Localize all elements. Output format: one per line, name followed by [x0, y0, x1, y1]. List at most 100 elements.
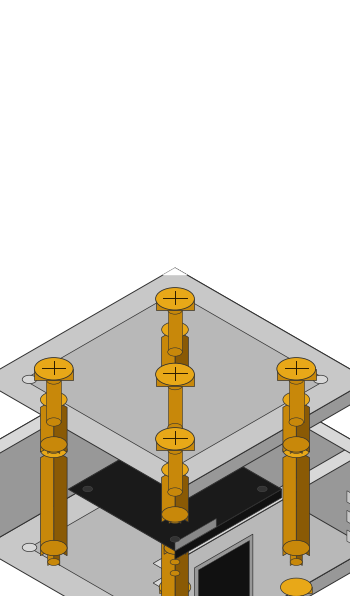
- Ellipse shape: [48, 446, 60, 454]
- Polygon shape: [175, 519, 216, 551]
- Ellipse shape: [168, 423, 182, 432]
- Polygon shape: [165, 565, 175, 582]
- Polygon shape: [40, 450, 54, 555]
- Polygon shape: [0, 338, 175, 548]
- Polygon shape: [175, 548, 350, 596]
- Polygon shape: [175, 478, 181, 495]
- Ellipse shape: [283, 541, 310, 555]
- Ellipse shape: [290, 390, 302, 398]
- Polygon shape: [48, 394, 54, 403]
- Polygon shape: [296, 548, 302, 566]
- Ellipse shape: [170, 517, 180, 523]
- Polygon shape: [277, 369, 316, 380]
- Polygon shape: [0, 338, 187, 457]
- Polygon shape: [175, 268, 350, 394]
- Ellipse shape: [49, 448, 58, 453]
- Ellipse shape: [292, 397, 301, 402]
- Polygon shape: [153, 558, 175, 570]
- Polygon shape: [34, 369, 73, 380]
- Polygon shape: [290, 548, 296, 566]
- Polygon shape: [153, 578, 175, 590]
- Polygon shape: [175, 450, 350, 596]
- Polygon shape: [169, 478, 175, 495]
- Polygon shape: [165, 585, 175, 596]
- Ellipse shape: [168, 348, 182, 356]
- Ellipse shape: [169, 474, 181, 482]
- Ellipse shape: [168, 446, 182, 454]
- Ellipse shape: [283, 392, 310, 407]
- Polygon shape: [175, 338, 187, 443]
- Ellipse shape: [83, 486, 92, 492]
- Polygon shape: [347, 491, 350, 508]
- Ellipse shape: [169, 461, 181, 467]
- Ellipse shape: [169, 489, 181, 495]
- Polygon shape: [194, 462, 211, 486]
- Polygon shape: [296, 450, 310, 555]
- Ellipse shape: [170, 559, 180, 565]
- Polygon shape: [168, 461, 224, 493]
- Ellipse shape: [170, 327, 180, 333]
- Polygon shape: [175, 489, 282, 559]
- Polygon shape: [169, 324, 175, 333]
- Ellipse shape: [48, 558, 60, 566]
- Ellipse shape: [40, 442, 67, 458]
- Ellipse shape: [162, 462, 188, 477]
- Ellipse shape: [47, 418, 61, 426]
- Ellipse shape: [156, 427, 194, 450]
- Ellipse shape: [169, 377, 181, 383]
- Polygon shape: [289, 380, 303, 422]
- Polygon shape: [175, 335, 185, 352]
- Polygon shape: [296, 445, 302, 454]
- Polygon shape: [175, 338, 350, 548]
- Polygon shape: [68, 427, 282, 551]
- Polygon shape: [175, 380, 188, 486]
- Polygon shape: [165, 585, 175, 596]
- Polygon shape: [175, 394, 180, 509]
- Ellipse shape: [156, 363, 194, 386]
- Ellipse shape: [48, 390, 60, 398]
- Polygon shape: [175, 464, 181, 473]
- Polygon shape: [283, 399, 296, 452]
- Polygon shape: [163, 485, 187, 492]
- Ellipse shape: [283, 442, 310, 458]
- Polygon shape: [175, 506, 186, 554]
- Ellipse shape: [169, 321, 181, 327]
- Polygon shape: [175, 374, 185, 391]
- Polygon shape: [175, 470, 188, 522]
- Ellipse shape: [290, 558, 302, 566]
- Polygon shape: [175, 374, 181, 383]
- Polygon shape: [54, 394, 60, 403]
- Polygon shape: [163, 338, 350, 457]
- Ellipse shape: [167, 542, 183, 552]
- Ellipse shape: [162, 507, 188, 522]
- Ellipse shape: [290, 545, 302, 551]
- Ellipse shape: [168, 375, 182, 384]
- Ellipse shape: [290, 446, 302, 454]
- Polygon shape: [168, 386, 182, 427]
- Ellipse shape: [289, 376, 303, 384]
- Ellipse shape: [48, 396, 60, 403]
- Polygon shape: [175, 324, 181, 333]
- Ellipse shape: [258, 486, 267, 492]
- Ellipse shape: [40, 437, 67, 452]
- Ellipse shape: [292, 448, 301, 453]
- Ellipse shape: [169, 517, 181, 523]
- Polygon shape: [175, 380, 350, 506]
- Ellipse shape: [277, 358, 316, 380]
- Ellipse shape: [290, 396, 302, 403]
- Ellipse shape: [170, 377, 180, 383]
- Polygon shape: [168, 310, 182, 352]
- Ellipse shape: [283, 437, 310, 452]
- Polygon shape: [280, 587, 312, 593]
- Ellipse shape: [48, 441, 60, 448]
- Ellipse shape: [289, 418, 303, 426]
- Ellipse shape: [168, 306, 182, 314]
- Polygon shape: [198, 541, 250, 596]
- Polygon shape: [48, 548, 54, 566]
- Ellipse shape: [170, 467, 180, 472]
- Polygon shape: [175, 514, 181, 523]
- Polygon shape: [290, 445, 296, 454]
- Polygon shape: [175, 330, 188, 382]
- Polygon shape: [296, 394, 302, 403]
- Polygon shape: [169, 374, 175, 383]
